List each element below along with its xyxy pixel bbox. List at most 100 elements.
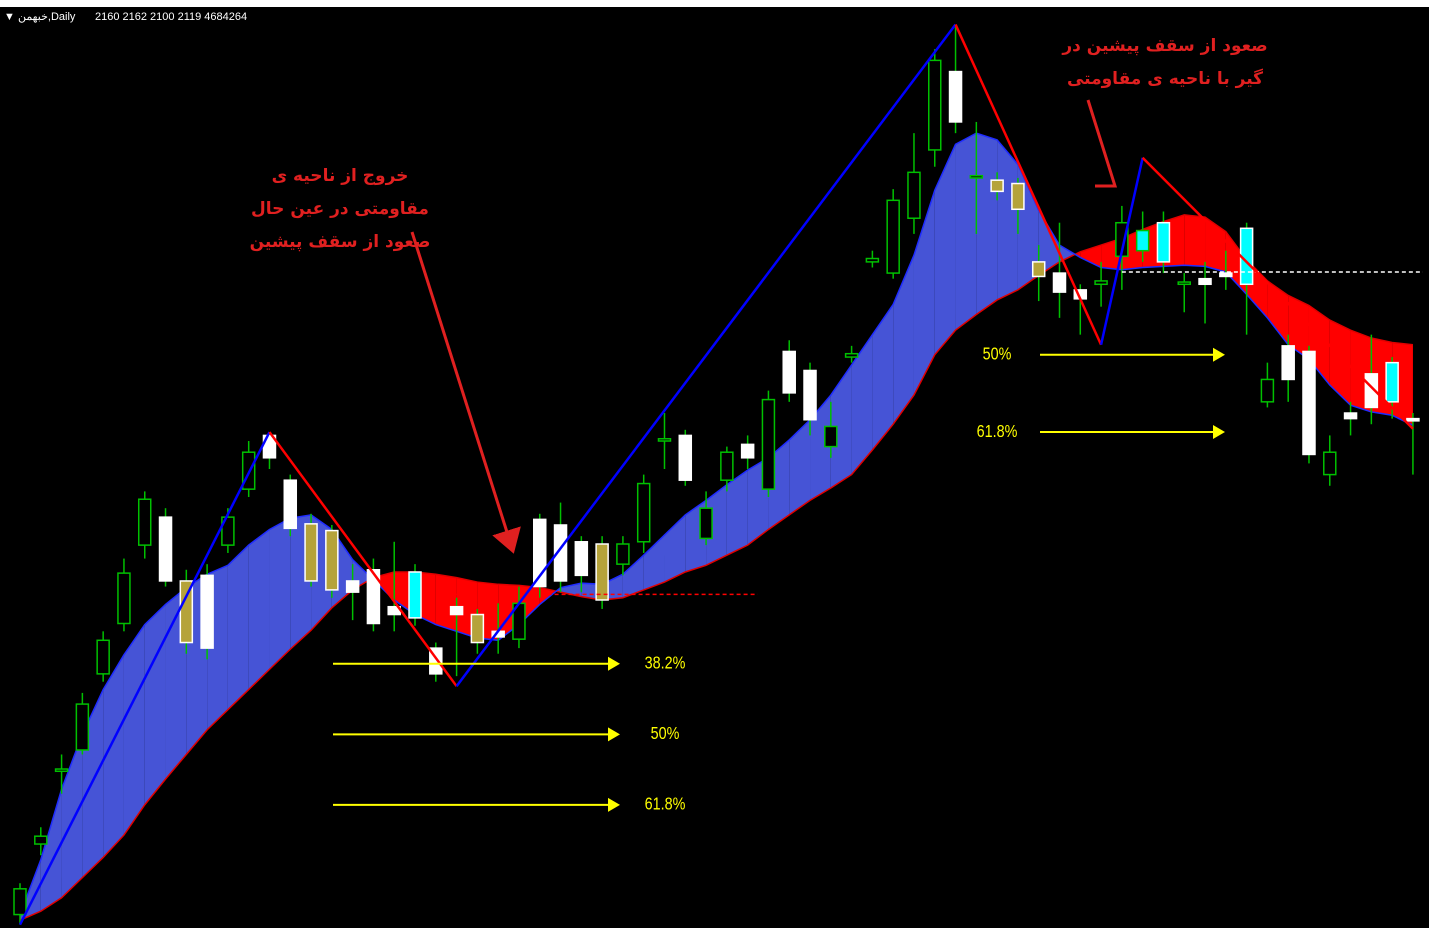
candle-body	[1177, 281, 1191, 286]
candle-body	[1031, 261, 1046, 278]
candle-body	[928, 59, 942, 151]
candle-body	[366, 569, 381, 625]
candle-body	[13, 888, 27, 916]
candle-body	[1011, 182, 1025, 211]
zigzag-leg	[954, 24, 1103, 346]
candle-body	[1385, 361, 1399, 403]
candle-body	[1364, 373, 1379, 409]
cloud-segment	[976, 133, 998, 315]
candle-body	[720, 451, 734, 481]
candle-body	[948, 70, 963, 123]
annotation-arrow	[1086, 99, 1118, 188]
cloud-segment	[40, 789, 62, 912]
cloud-segment	[664, 514, 686, 583]
candle-body	[1052, 272, 1067, 293]
zigzag-leg	[1141, 156, 1414, 430]
zigzag-leg	[18, 431, 271, 926]
cloud-segment	[726, 470, 748, 556]
cloud-segment	[830, 364, 852, 489]
candle-body	[553, 524, 568, 582]
candle-body	[158, 516, 173, 582]
candle-body	[1219, 272, 1233, 278]
candle-body	[907, 171, 921, 219]
zigzag-leg	[268, 431, 458, 687]
zigzag-leg	[455, 23, 957, 687]
cloud-segment	[144, 604, 166, 805]
candle-body	[782, 350, 796, 394]
fib-arrow-head	[608, 727, 620, 742]
candle-body	[1198, 277, 1212, 286]
candle-body	[96, 639, 110, 675]
cloud-segment	[1038, 210, 1060, 276]
candle-body	[1302, 350, 1316, 456]
annotation-text: صعود از سقف پیشین	[250, 232, 431, 252]
symbol: خبهمن,Daily	[18, 11, 76, 23]
candle-body	[1260, 378, 1275, 403]
candle-body	[1281, 345, 1295, 381]
candle-body	[1343, 412, 1358, 420]
cloud-segment	[955, 133, 977, 331]
candle-body	[574, 541, 589, 577]
candle-body	[200, 574, 214, 649]
candle-body	[657, 438, 672, 442]
fib-arrow-head	[608, 656, 620, 671]
cloud-segment	[269, 518, 291, 670]
overlay-layer: 38.2% 50% 61.8% 50% 61.8% خروج از ناحیه ی مقاو…	[18, 23, 1423, 926]
fib-arrow-head	[1213, 347, 1225, 362]
annotation-text: خروج از ناحیه ی	[272, 166, 409, 186]
cloud-segment	[934, 144, 956, 355]
fib-label: 38.2%	[645, 653, 686, 673]
fib-label: 50%	[983, 344, 1012, 364]
cloud-segment	[1059, 245, 1076, 262]
candle-body	[34, 835, 48, 845]
cloud-segment	[1184, 214, 1206, 267]
candle-body	[803, 369, 817, 421]
cloud-segment	[997, 139, 1018, 300]
cloud-segment	[913, 190, 935, 396]
fib-label: 61.8%	[977, 421, 1018, 441]
fib-label: 61.8%	[645, 794, 686, 814]
candle-body	[533, 518, 547, 588]
candle-body	[117, 572, 131, 625]
candle-body	[1406, 417, 1420, 422]
candle-body	[75, 703, 90, 751]
candles-layer	[13, 26, 1420, 925]
zigzag-leg	[1099, 157, 1144, 346]
cloud-segment	[810, 395, 831, 501]
cloud-segment	[1288, 295, 1309, 360]
candle-body	[636, 482, 651, 543]
candle-body	[1135, 229, 1150, 252]
fib-label: 50%	[651, 724, 680, 744]
cloud-segment	[893, 255, 914, 425]
candle-body	[304, 523, 318, 582]
candle-body	[137, 498, 152, 546]
cloud-segment	[435, 574, 457, 632]
candle-body	[844, 352, 859, 358]
cloud-segment	[643, 535, 665, 590]
candle-body	[325, 529, 339, 591]
candle-body	[761, 398, 776, 490]
cloud-segment	[61, 734, 83, 898]
top-strip	[0, 0, 1429, 7]
candle-body	[470, 613, 485, 644]
candle-body	[54, 768, 69, 773]
fast-line	[19, 132, 1414, 915]
header-quote: 2160 2162 2100 2119 4684264	[95, 11, 247, 23]
candle-body	[740, 443, 755, 459]
cloud-segment	[1205, 217, 1226, 272]
candle-body	[678, 434, 693, 481]
candle-body	[345, 580, 360, 593]
candle-body	[990, 179, 1004, 193]
candle-body	[221, 516, 235, 546]
cloud-segment	[123, 624, 145, 836]
cloud-segment	[1329, 320, 1351, 406]
candle-body	[449, 605, 464, 616]
candle-body	[616, 543, 630, 565]
candle-body	[1323, 451, 1337, 476]
annotation-text: مقاومتی در عین حال	[251, 199, 429, 219]
fib-arrow-head	[1213, 425, 1225, 440]
annotation-text: گیر با ناحیه ی مقاومتی	[1067, 68, 1263, 89]
candle-body	[1156, 221, 1171, 263]
